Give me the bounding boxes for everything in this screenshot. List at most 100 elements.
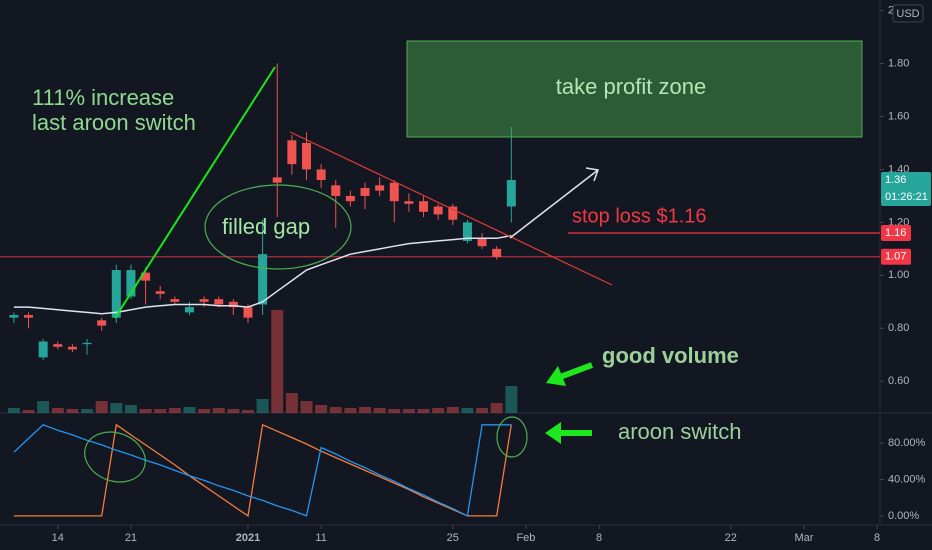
volume-bar bbox=[227, 409, 240, 413]
price-tag bbox=[881, 224, 911, 241]
candle-body bbox=[111, 270, 121, 318]
volume-bar bbox=[51, 408, 64, 413]
candle-body bbox=[141, 272, 151, 281]
candle-body bbox=[199, 299, 209, 302]
volume-bar bbox=[388, 409, 401, 413]
volume-bar bbox=[329, 407, 342, 413]
volume-bar bbox=[241, 410, 254, 413]
volume-bar bbox=[490, 403, 503, 413]
candle-body bbox=[462, 222, 472, 241]
candle-body bbox=[419, 201, 429, 212]
volume-bar bbox=[256, 399, 269, 413]
volume-bar bbox=[271, 310, 284, 413]
y-tick-label: 0.00% bbox=[888, 510, 919, 522]
y-tick-label: 1.80 bbox=[888, 57, 909, 69]
candle-body bbox=[272, 177, 282, 183]
volume-bar bbox=[198, 409, 211, 413]
volume-bar bbox=[344, 408, 357, 413]
currency[interactable]: USD bbox=[896, 8, 919, 20]
volume-bar bbox=[315, 405, 328, 413]
x-tick-label: 22 bbox=[725, 532, 737, 544]
volume-bar bbox=[285, 393, 298, 413]
resistance-line bbox=[289, 131, 613, 286]
candle-body bbox=[82, 342, 92, 345]
candle-body bbox=[287, 140, 297, 165]
switch-ellipse bbox=[496, 416, 528, 458]
volume-bar bbox=[359, 407, 372, 413]
volume-bar bbox=[139, 409, 152, 413]
aroon-line bbox=[13, 424, 512, 517]
price-tag bbox=[881, 248, 911, 265]
y-tick-label: 2 bbox=[888, 4, 894, 16]
candle-body bbox=[302, 142, 312, 170]
x-tick-label: 2021 bbox=[236, 532, 260, 544]
volume-bar bbox=[300, 401, 313, 413]
candle-body bbox=[389, 182, 399, 202]
volume-bar bbox=[110, 403, 123, 413]
price-tag-label: 1.16 bbox=[885, 227, 906, 239]
currency-box[interactable] bbox=[892, 4, 924, 23]
x-tick-label: 8 bbox=[596, 532, 602, 544]
volume-bar bbox=[66, 409, 79, 413]
volume-bar bbox=[168, 408, 181, 413]
candle-body bbox=[375, 185, 385, 191]
y-tick-label: 1.00 bbox=[888, 269, 909, 281]
volume-bar bbox=[183, 407, 196, 413]
volume-bar bbox=[402, 409, 415, 413]
annotation: last aroon switch bbox=[32, 110, 196, 135]
x-tick-label: Mar bbox=[794, 532, 813, 544]
candle-body bbox=[477, 238, 487, 247]
volume-bar bbox=[476, 408, 489, 413]
arrow-head bbox=[545, 422, 561, 444]
annotation: aroon switch bbox=[618, 419, 742, 444]
candle-body bbox=[316, 169, 326, 181]
y-tick-label: 1.60 bbox=[888, 110, 909, 122]
candle-body bbox=[214, 299, 224, 305]
candle-body bbox=[155, 291, 165, 294]
volume-bar bbox=[461, 408, 474, 413]
volume-bar bbox=[373, 408, 386, 413]
volume-bar bbox=[212, 408, 225, 413]
volume-bar bbox=[7, 408, 20, 413]
arrow-head bbox=[585, 167, 600, 182]
volume-arrow bbox=[558, 362, 594, 380]
candle-body bbox=[448, 206, 458, 220]
annotation: 111% increase bbox=[32, 85, 174, 110]
y-tick-label: 0.60 bbox=[888, 375, 909, 387]
candle-body bbox=[67, 346, 77, 350]
annotation: stop loss $1.16 bbox=[572, 205, 707, 227]
candle-body bbox=[38, 341, 48, 358]
annotation: good volume bbox=[602, 343, 739, 368]
y-tick-label: 0.80 bbox=[888, 322, 909, 334]
volume-bar bbox=[81, 409, 94, 413]
candle-body bbox=[360, 187, 370, 196]
volume-bar bbox=[432, 408, 445, 413]
candle-body bbox=[258, 254, 268, 305]
y-tick-label: 80.00% bbox=[888, 437, 926, 449]
take-profit-box bbox=[406, 40, 863, 138]
price-tag bbox=[881, 172, 931, 207]
x-tick-label: 25 bbox=[447, 532, 459, 544]
x-tick-label: Feb bbox=[516, 532, 535, 544]
candle-body bbox=[24, 315, 34, 318]
candle-body bbox=[53, 344, 63, 347]
moving-average bbox=[13, 234, 512, 315]
annotation: take profit zone bbox=[556, 74, 706, 99]
volume-bar bbox=[505, 386, 518, 413]
x-tick-label: 21 bbox=[125, 532, 137, 544]
drawings: 111% increase last aroon switch filled g… bbox=[32, 4, 924, 483]
trend-line bbox=[114, 66, 276, 319]
candle-body bbox=[331, 185, 341, 196]
candle-body bbox=[345, 195, 355, 202]
arrow-head bbox=[546, 366, 566, 386]
candle-body bbox=[170, 299, 180, 302]
volume-bar bbox=[417, 409, 430, 413]
candle-body bbox=[404, 201, 414, 204]
x-tick-label: 14 bbox=[52, 532, 64, 544]
price-tag-label: 1.07 bbox=[885, 251, 906, 263]
projection-arrow bbox=[509, 169, 599, 239]
